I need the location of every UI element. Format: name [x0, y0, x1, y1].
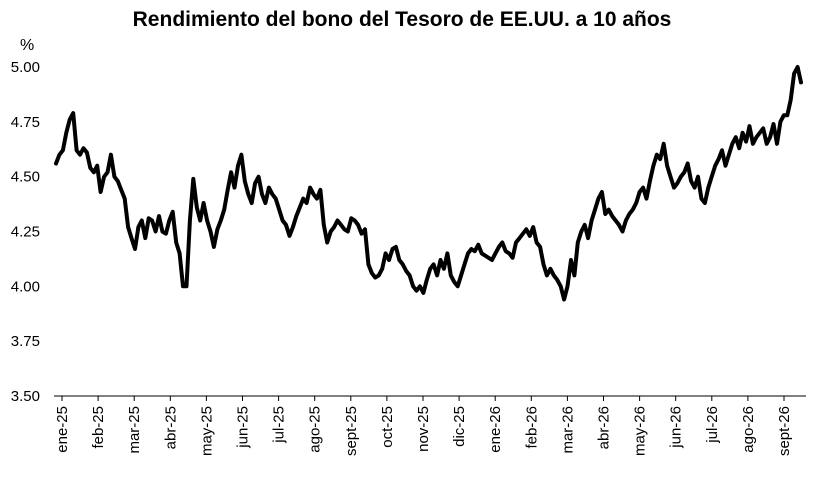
y-tick-label: 5.00: [11, 59, 40, 76]
x-tick-label: feb-26: [523, 406, 540, 449]
x-tick-label: mar-25: [126, 406, 143, 454]
x-axis-ticks: ene-25 feb-25 mar-25 abr-25 may-25 jun-25 jul-…: [54, 396, 793, 456]
x-tick-label: jul-25: [271, 406, 288, 444]
x-tick-label: sept-25: [343, 406, 360, 456]
x-tick-label: ene-26: [487, 406, 504, 453]
x-tick-label: feb-25: [90, 406, 107, 449]
x-tick-label: ene-25: [54, 406, 71, 453]
x-tick-label: nov-25: [415, 406, 432, 452]
series-line-yield: [54, 65, 803, 302]
x-tick-label: jun-25: [235, 406, 252, 449]
x-tick-label: sept-26: [776, 406, 793, 456]
y-axis-ticks: 5.00 4.75 4.50 4.25 4.00 3.75 3.50: [11, 59, 40, 405]
x-tick-label: jun-26: [668, 406, 685, 449]
y-tick-label: 4.75: [11, 114, 40, 131]
chart-title: Rendimiento del bono del Tesoro de EE.UU…: [133, 8, 672, 31]
y-tick-label: 4.00: [11, 278, 40, 295]
x-tick-label: ago-26: [740, 406, 757, 453]
x-tick-label: jul-26: [704, 406, 721, 444]
y-tick-label: 4.50: [11, 169, 40, 186]
x-tick-label: abr-25: [162, 406, 179, 449]
y-tick-label: 4.25: [11, 224, 40, 241]
x-tick-label: dic-25: [451, 406, 468, 447]
y-tick-label: 3.75: [11, 333, 40, 350]
x-tick-label: may-25: [198, 406, 215, 456]
y-axis-unit-label: %: [20, 37, 34, 54]
x-tick-label: may-26: [632, 406, 649, 456]
x-tick-label: abr-26: [596, 406, 613, 449]
y-tick-label: 3.50: [11, 388, 40, 405]
x-tick-label: ago-25: [307, 406, 324, 453]
x-tick-label: mar-26: [559, 406, 576, 454]
x-tick-label: oct-25: [379, 406, 396, 448]
